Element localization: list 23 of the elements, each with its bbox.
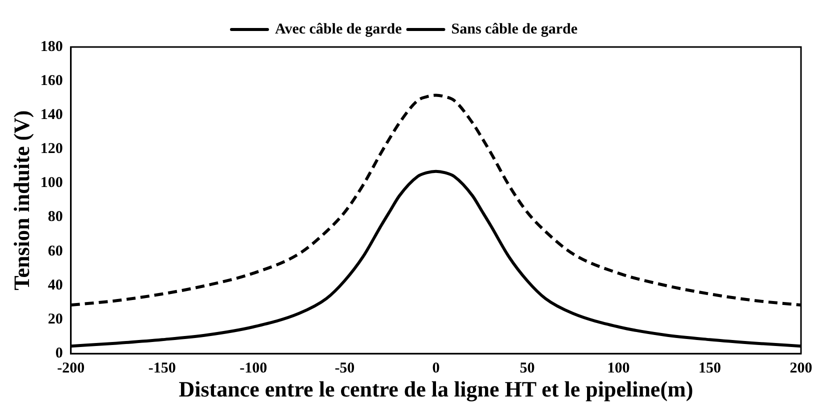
y-tick-label: 140 <box>40 107 63 124</box>
x-tick-label: 100 <box>607 360 630 376</box>
x-tick-label: 150 <box>698 360 721 376</box>
legend-label: Avec câble de garde <box>274 21 402 38</box>
y-tick-label: 120 <box>40 141 63 158</box>
x-tick-label: 0 <box>432 360 440 376</box>
legend-label: Sans câble de garde <box>451 21 578 38</box>
x-tick-label: 200 <box>790 360 812 376</box>
y-tick-label: 40 <box>48 277 63 294</box>
y-tick-label: 100 <box>40 175 63 192</box>
x-tick-label: -150 <box>148 360 176 376</box>
x-tick-label: -50 <box>334 360 355 376</box>
x-tick-label: -200 <box>57 360 85 376</box>
y-tick-label: 80 <box>48 209 63 226</box>
y-tick-label: 60 <box>48 243 63 260</box>
x-axis-title: Distance entre le centre de la ligne HT et le pipeline(m) <box>178 376 694 402</box>
y-axis-title: Tension induite (V) <box>8 110 34 290</box>
y-tick-label: 20 <box>48 311 63 328</box>
x-tick-label: -100 <box>240 360 268 376</box>
x-tick-label: 50 <box>520 360 535 376</box>
y-tick-label: 160 <box>40 72 63 89</box>
y-tick-label: 180 <box>40 38 63 55</box>
y-tick-label: 0 <box>55 345 63 362</box>
